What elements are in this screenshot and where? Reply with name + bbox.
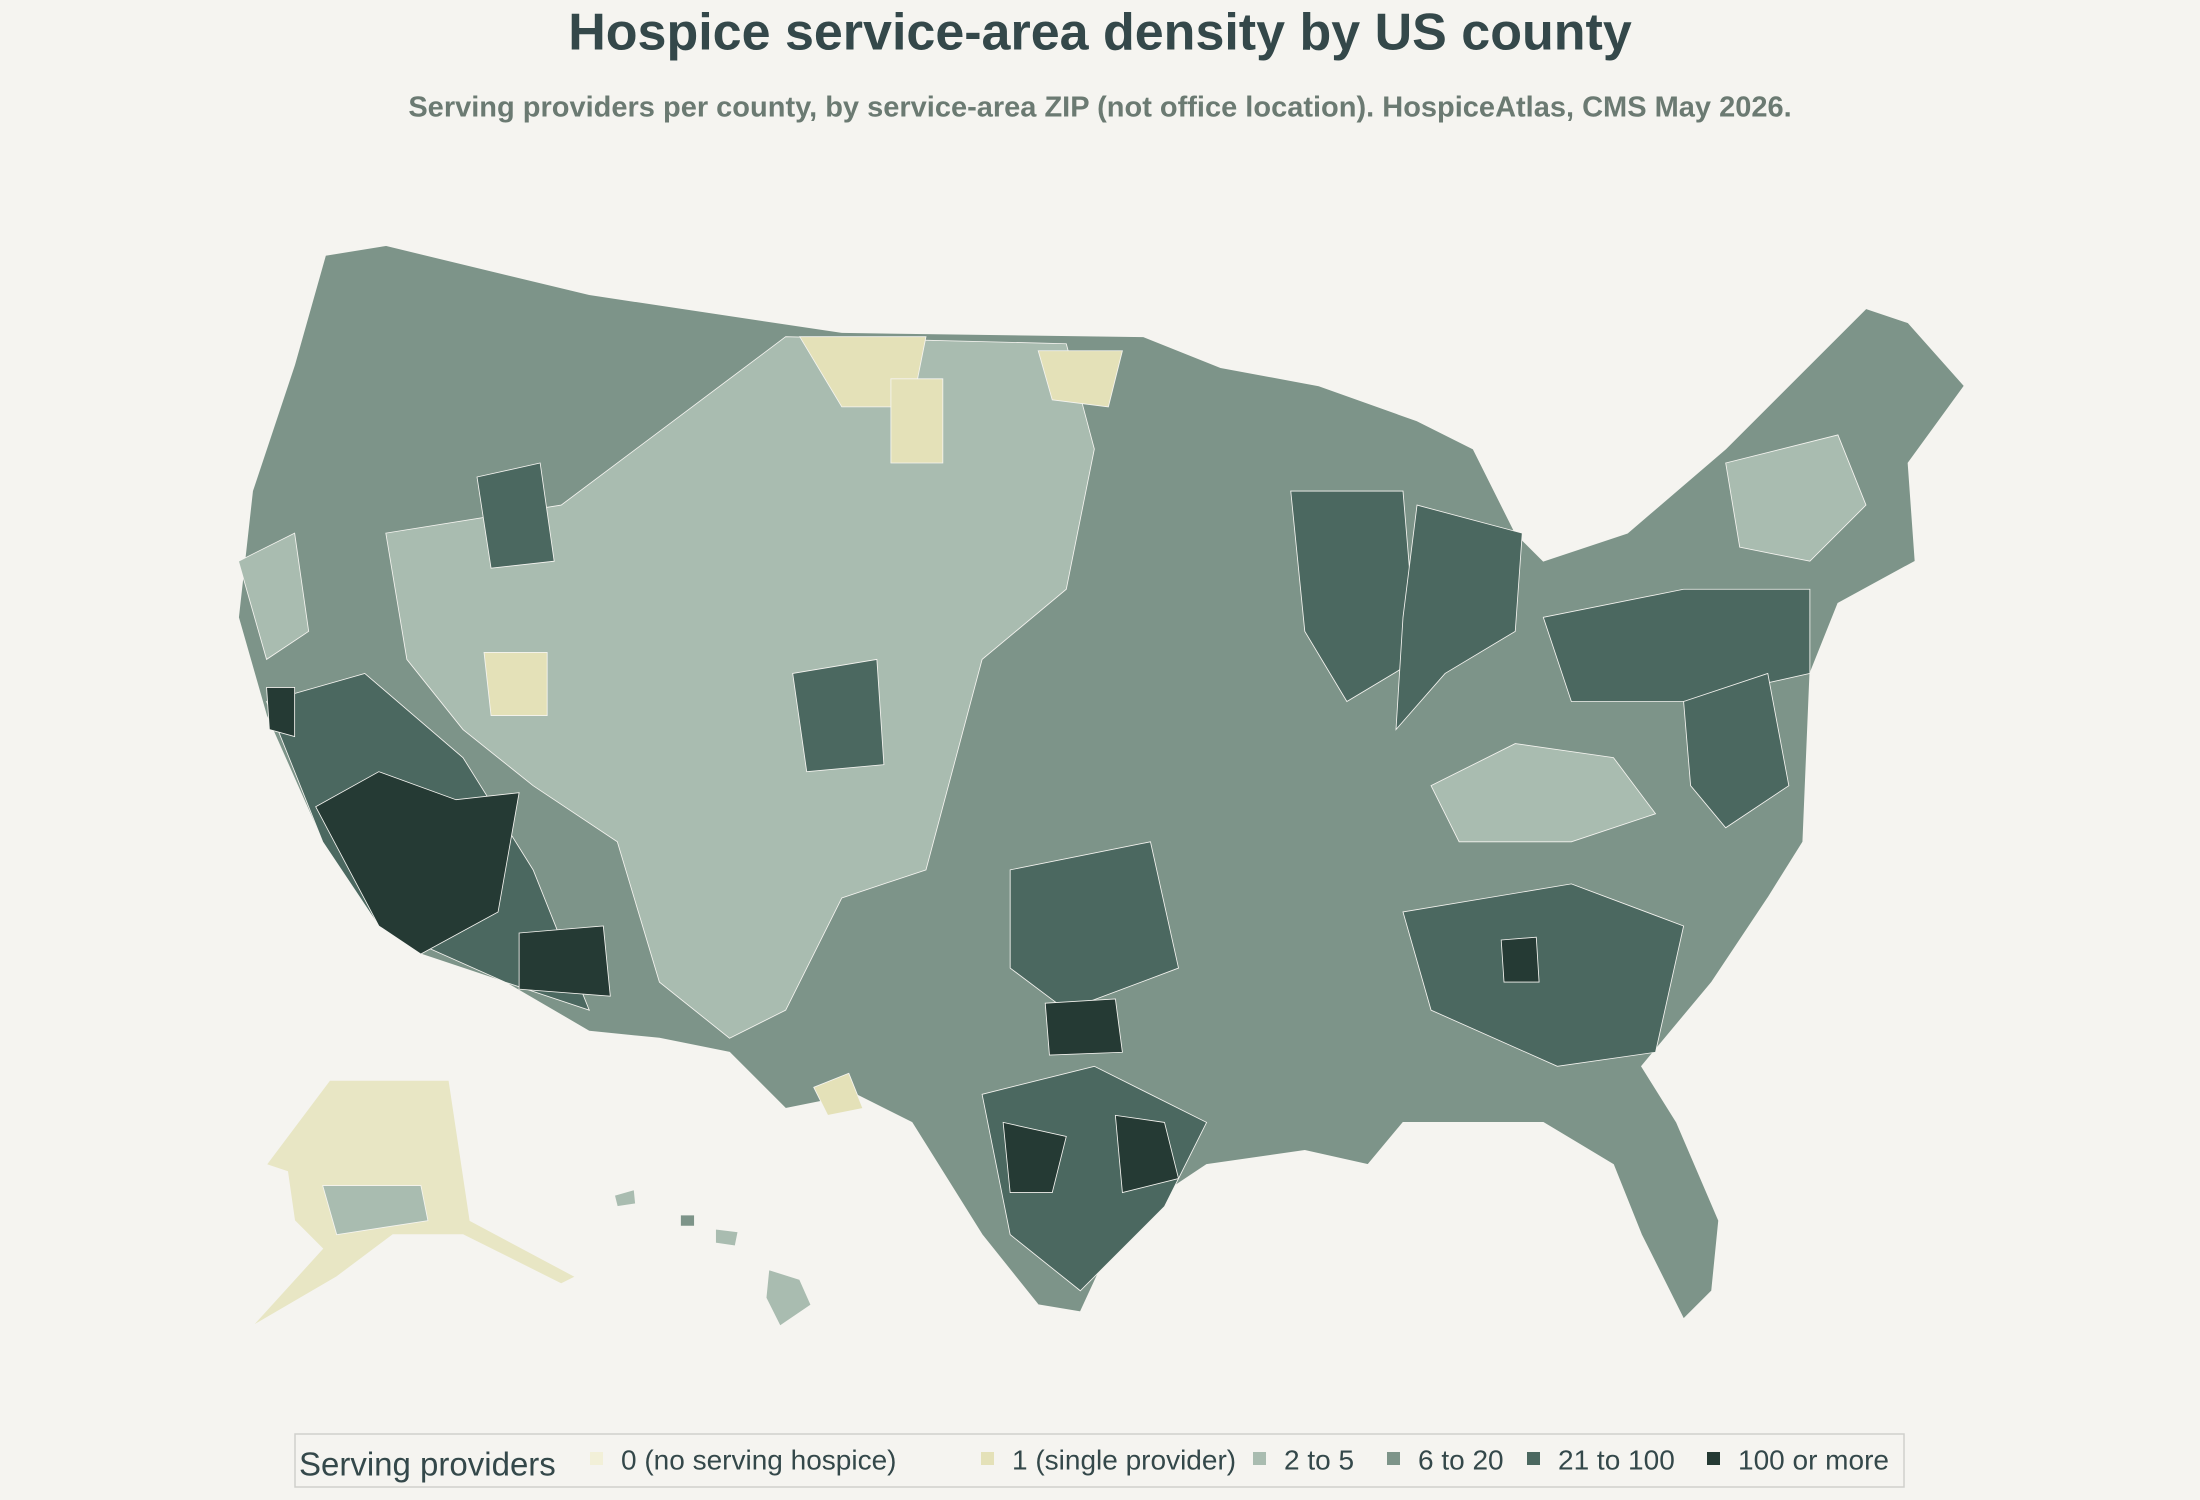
legend-label: 100 or more [1738,1444,1889,1475]
hawaii [680,1214,695,1227]
county-region [1542,588,1811,702]
county-region [476,462,555,569]
county-region [315,771,520,955]
county-region [1402,883,1685,1067]
county-region [813,1072,864,1116]
county-region [1725,434,1867,562]
legend-swatch [1707,1452,1720,1465]
county-region [518,925,611,997]
legend-label: 1 (single provider) [1012,1444,1236,1475]
map [238,245,1965,1327]
legend-box [294,1433,1905,1488]
legend-swatch [1253,1452,1266,1465]
legend-swatch [1387,1452,1400,1465]
county-region [238,532,310,661]
county-region [890,378,944,464]
county-region [483,651,548,716]
title: Hospice service-area density by US count… [568,4,1632,62]
legend-swatch [1527,1452,1540,1465]
county-region [1044,998,1123,1056]
county-region [1290,490,1418,703]
county-region [266,687,296,738]
county-region [1500,936,1540,983]
legend-label: 2 to 5 [1284,1444,1354,1475]
county-region [322,1185,429,1236]
hawaii [715,1228,739,1247]
legend-label: 0 (no serving hospice) [621,1444,896,1475]
county-region [1037,350,1123,408]
legend-swatch [981,1452,994,1465]
county-region [385,336,1095,1039]
hawaii [765,1269,812,1327]
subtitle: Serving providers per county, by service… [408,92,1791,124]
legend-label: 6 to 20 [1418,1444,1504,1475]
county-region [1114,1114,1180,1194]
county-region [792,658,885,773]
legend-swatch [590,1452,603,1465]
legend-title: Serving providers [299,1446,556,1483]
county-region [1002,1121,1067,1193]
county-region [1395,504,1523,731]
hawaii [614,1189,637,1208]
legend-label: 21 to 100 [1558,1444,1675,1475]
legend: 0 (no serving hospice) 1 (single provider… [590,1444,1889,1475]
county-region [1430,743,1657,843]
county-region [1683,672,1790,829]
county-region [1009,841,1180,1011]
